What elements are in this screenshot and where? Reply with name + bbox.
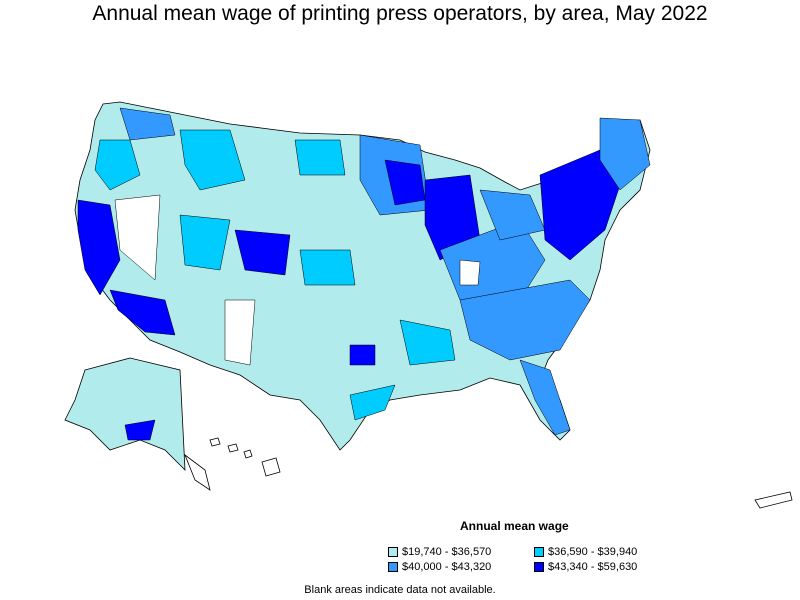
legend-item-1: $19,740 - $36,570 [388, 546, 491, 558]
legend-swatch-2 [534, 547, 544, 557]
legend-label-2: $36,590 - $39,940 [548, 546, 638, 558]
legend-item-2: $36,590 - $39,940 [534, 546, 637, 558]
puerto-rico-region [754, 491, 793, 509]
legend-label-3: $40,000 - $43,320 [402, 561, 492, 573]
footnote: Blank areas indicate data not available. [304, 584, 496, 596]
alaska-region [64, 357, 186, 472]
legend-label-4: $43,340 - $59,630 [548, 561, 638, 573]
legend-item-4: $43,340 - $59,630 [534, 561, 637, 573]
legend-swatch-3 [388, 562, 398, 572]
legend-label-1: $19,740 - $36,570 [402, 546, 492, 558]
hawaii-region [209, 437, 281, 477]
legend-swatch-1 [388, 547, 398, 557]
map-title: Annual mean wage of printing press opera… [92, 2, 708, 25]
legend-title: Annual mean wage [460, 519, 569, 533]
legend-swatch-4 [534, 562, 544, 572]
legend-item-3: $40,000 - $43,320 [388, 561, 491, 573]
